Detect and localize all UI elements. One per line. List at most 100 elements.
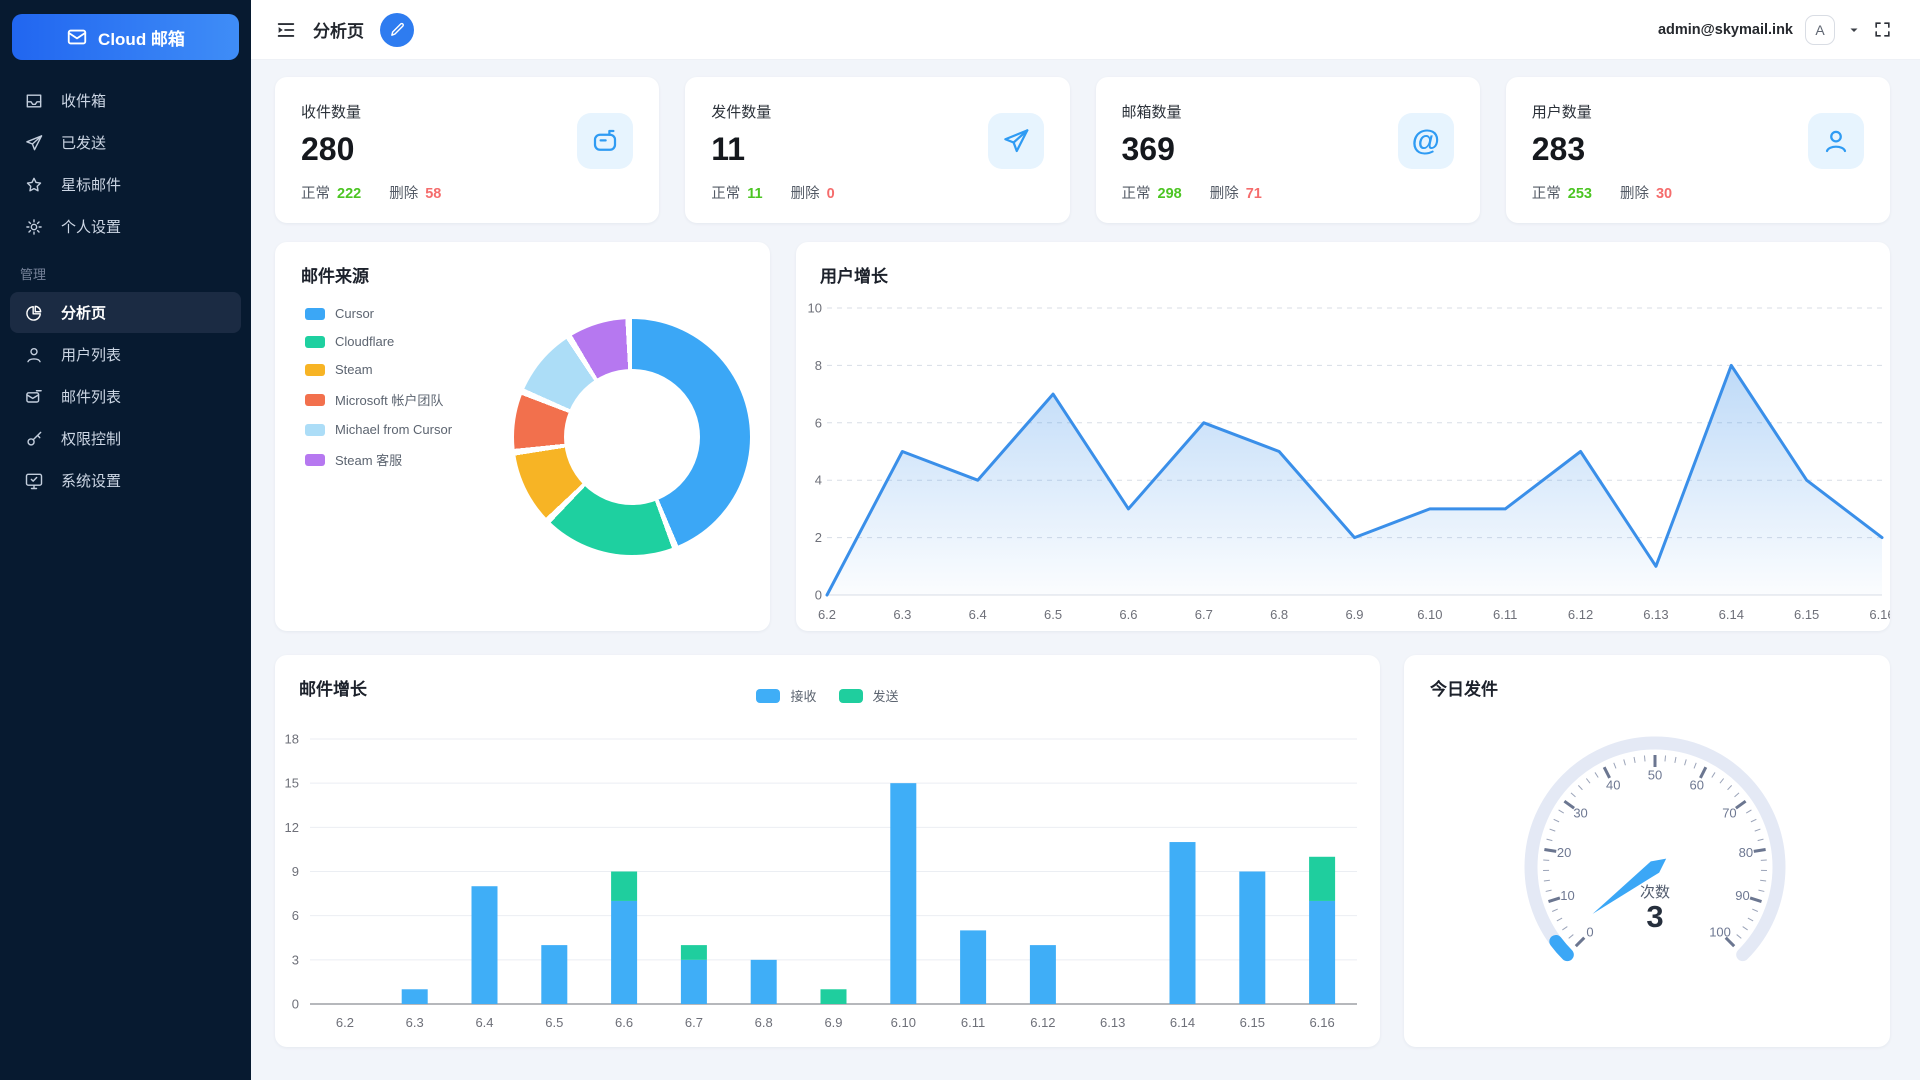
svg-text:6.5: 6.5 (1044, 607, 1062, 622)
svg-text:50: 50 (1648, 768, 1662, 783)
svg-text:6.4: 6.4 (969, 607, 987, 622)
svg-text:6.16: 6.16 (1869, 607, 1890, 622)
sidebar-item-label: 收件箱 (61, 93, 107, 110)
svg-text:8: 8 (815, 358, 822, 373)
sidebar-item-label: 星标邮件 (61, 177, 122, 194)
sidebar-item-key[interactable]: 权限控制 (10, 418, 241, 459)
svg-text:100: 100 (1709, 925, 1731, 940)
legend-item[interactable]: Microsoft 帐户团队 (305, 390, 452, 409)
legend-swatch (305, 335, 325, 348)
user-growth-title: 用户增长 (820, 267, 888, 286)
svg-text:40: 40 (1606, 778, 1620, 793)
svg-text:6.2: 6.2 (336, 1015, 354, 1030)
legend-swatch (305, 393, 325, 406)
sidebar-item-pie[interactable]: 分析页 (10, 292, 241, 333)
user-growth-card: 0 2 4 6 8 10 6.2 6.3 6.4 6.5 6.6 6.7 6.8 6.9 6.10 6.11 6… (796, 242, 1890, 631)
sidebar-item-label: 已发送 (61, 135, 107, 152)
send-icon (24, 132, 46, 154)
user-growth-line-chart[interactable]: 0 2 4 6 8 10 6.2 6.3 6.4 6.5 6.6 6.7 6.8 6.9 6.10 6.11 6… (796, 242, 1890, 631)
page-title: 分析页 (313, 22, 364, 41)
svg-text:6.5: 6.5 (545, 1015, 563, 1030)
mail-growth-bar-chart[interactable]: 0 3 6 9 12 15 18 6.2 6.3 6.4 6.5 6.6 6.7 6.8 6.9 6.10 6.… (275, 655, 1380, 1047)
star-icon (24, 174, 46, 196)
user-email[interactable]: admin@skymail.ink (1657, 21, 1793, 38)
mail-logo-icon (66, 26, 88, 48)
plane-icon (987, 113, 1044, 169)
sidebar-item-label: 权限控制 (61, 431, 122, 448)
stat-deleted: 删除 58 (389, 186, 442, 202)
svg-text:6.3: 6.3 (406, 1015, 424, 1030)
today-sent-card: 0 10 20 30 40 50 60 70 80 90 100 次数 3 今日发件 (1404, 655, 1890, 1047)
svg-text:6.8: 6.8 (755, 1015, 773, 1030)
stat-normal: 正常 11 (711, 186, 763, 202)
sidebar-item-mail-list[interactable]: 邮件列表 (10, 376, 241, 417)
edit-button[interactable] (380, 12, 414, 47)
stat-card-mailbox: 收件数量 280 正常 222 删除 58 (275, 77, 660, 223)
stat-value: 280 (301, 131, 355, 167)
svg-text:6.6: 6.6 (615, 1015, 633, 1030)
monitor-icon (24, 470, 46, 492)
key-icon (24, 428, 46, 450)
svg-text:6.6: 6.6 (1119, 607, 1137, 622)
charts-row: 邮件来源 Cursor Cloudflare Steam Microsoft 帐户团队… (275, 242, 1890, 631)
avatar[interactable]: A (1805, 14, 1835, 45)
stat-deleted: 删除 30 (1619, 186, 1673, 202)
svg-text:6.7: 6.7 (1195, 607, 1213, 622)
fullscreen-icon[interactable] (1873, 20, 1892, 39)
sidebar-section-label: 管理 (20, 267, 47, 282)
legend-label: 发送 (872, 689, 899, 704)
mail-sources-title: 邮件来源 (301, 267, 369, 286)
stat-normal: 正常 222 (301, 186, 362, 202)
legend-label: Microsoft 帐户团队 (335, 393, 444, 408)
mail-growth-title: 邮件增长 (299, 680, 367, 699)
legend-item[interactable]: Steam (305, 362, 452, 377)
sidebar-item-gear[interactable]: 个人设置 (10, 206, 241, 247)
stat-normal: 正常 253 (1531, 186, 1592, 202)
legend-swatch (305, 453, 325, 466)
main-area: 分析页 admin@skymail.ink A 收件数量 280 正常 222 删… (251, 0, 1920, 1080)
sidebar-item-label: 系统设置 (61, 473, 122, 490)
legend-item[interactable]: 发送 (838, 686, 899, 705)
today-sent-title: 今日发件 (1430, 680, 1498, 699)
stat-deleted: 删除 71 (1209, 186, 1262, 202)
user-icon (24, 344, 46, 366)
svg-text:9: 9 (292, 864, 299, 879)
mail-sources-donut-chart[interactable] (514, 319, 750, 555)
sidebar-item-monitor[interactable]: 系统设置 (10, 460, 241, 501)
sidebar-item-send[interactable]: 已发送 (10, 122, 241, 163)
menu-fold-icon[interactable] (275, 19, 297, 41)
sidebar-item-label: 用户列表 (61, 347, 122, 364)
today-sent-gauge-chart[interactable]: 0 10 20 30 40 50 60 70 80 90 100 次数3 (1404, 655, 1890, 1047)
svg-text:80: 80 (1739, 845, 1753, 860)
legend-label: Michael from Cursor (335, 422, 453, 437)
svg-text:6.4: 6.4 (475, 1015, 493, 1030)
legend-label: Steam (335, 362, 373, 377)
legend-item[interactable]: Cloudflare (305, 334, 452, 349)
sidebar-item-user[interactable]: 用户列表 (10, 334, 241, 375)
svg-text:6.15: 6.15 (1240, 1015, 1265, 1030)
legend-item[interactable]: Steam 客服 (305, 450, 452, 469)
legend-label: Steam 客服 (335, 453, 403, 468)
svg-text:20: 20 (1557, 845, 1571, 860)
legend-item[interactable]: Cursor (305, 306, 452, 321)
svg-text:6: 6 (815, 415, 822, 430)
sidebar-item-inbox[interactable]: 收件箱 (10, 80, 241, 121)
inbox-icon (24, 90, 46, 112)
legend-item[interactable]: 接收 (756, 686, 817, 705)
svg-text:6.11: 6.11 (1493, 607, 1517, 622)
legend-swatch (838, 688, 863, 703)
svg-text:6.9: 6.9 (824, 1015, 842, 1030)
legend-item[interactable]: Michael from Cursor (305, 422, 452, 437)
content: 收件数量 280 正常 222 删除 58 发件数量 11 正常 11 删除 0 邮箱数… (251, 60, 1920, 1047)
legend-label: Cursor (335, 306, 375, 321)
stat-card-person: 用户数量 283 正常 253 删除 30 (1505, 77, 1890, 223)
sidebar-item-star[interactable]: 星标邮件 (10, 164, 241, 205)
stat-sub: 正常 253 删除 30 (1532, 182, 1864, 203)
svg-text:3: 3 (292, 952, 299, 967)
donut-hole (564, 369, 700, 505)
stat-sub: 正常 298 删除 71 (1122, 182, 1454, 203)
logo[interactable]: Cloud 邮箱 (12, 14, 239, 60)
svg-text:6.11: 6.11 (961, 1015, 985, 1030)
chevron-down-icon[interactable] (1847, 23, 1861, 37)
